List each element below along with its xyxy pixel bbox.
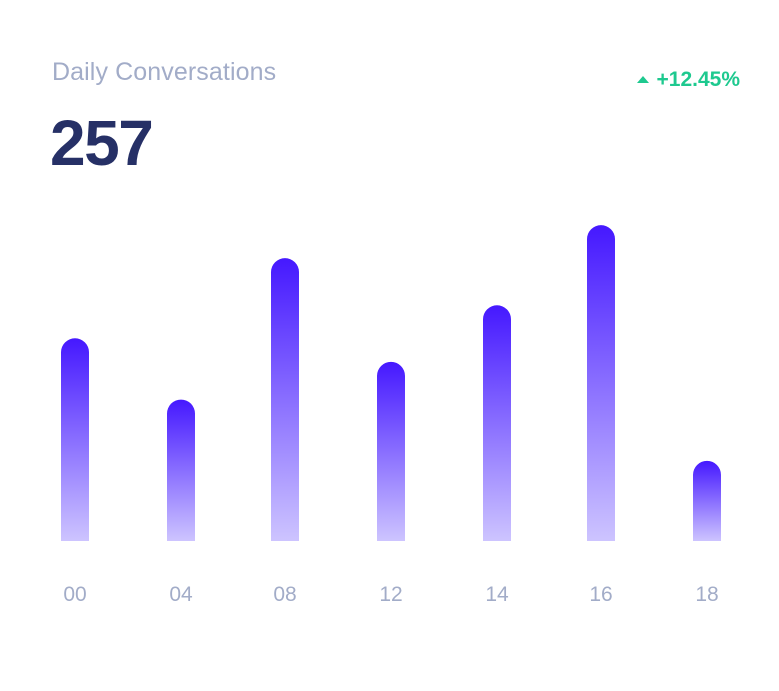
x-tick-label: 04 <box>169 583 193 606</box>
conversation-count: 257 <box>50 107 154 179</box>
bar-14 <box>483 305 511 541</box>
x-tick-label: 16 <box>589 583 612 606</box>
x-tick-label: 08 <box>273 583 296 606</box>
x-axis-ticks: 00 04 08 12 14 16 18 <box>63 583 718 606</box>
bar-18 <box>693 460 721 541</box>
bar-16 <box>587 225 615 541</box>
x-tick-label: 00 <box>63 583 86 606</box>
triangle-up-icon <box>636 75 649 83</box>
change-indicator: +12.45% <box>636 68 741 92</box>
bar-00 <box>61 338 89 541</box>
x-tick-label: 18 <box>695 583 718 606</box>
bar-08 <box>271 258 299 541</box>
bars-group <box>61 225 721 541</box>
bar-12 <box>377 361 405 541</box>
x-tick-label: 12 <box>379 583 402 606</box>
card-title: Daily Conversations <box>52 58 277 86</box>
x-tick-label: 14 <box>485 583 509 606</box>
change-percentage: +12.45% <box>656 68 741 91</box>
bar-04 <box>167 399 195 541</box>
